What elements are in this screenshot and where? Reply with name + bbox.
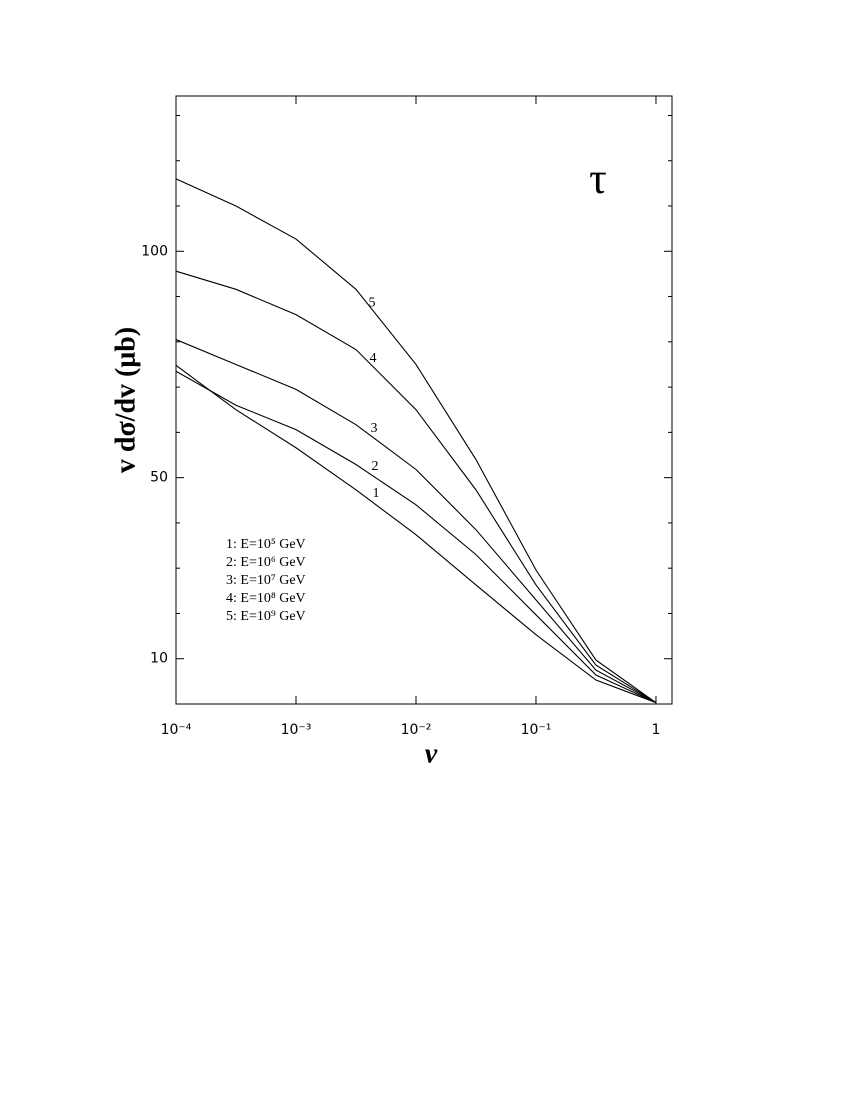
legend-entry: 4: E=10⁸ GeV [226,591,306,606]
x-tick-label: 1 [652,722,661,738]
series-line [175,339,657,704]
annotation: τ [589,154,607,203]
y-tick-label: 100 [141,243,168,259]
legend-entry: 5: E=10⁹ GeV [226,609,306,624]
y-tick-label: 50 [150,470,168,486]
x-tick-label: 10⁻⁴ [161,722,192,738]
curve-label: 4 [370,351,377,366]
legend-entry: 3: E=10⁷ GeV [226,573,306,588]
x-tick-label: 10⁻¹ [521,722,552,738]
x-tick-label: 10⁻² [401,722,432,738]
curve-label: 5 [369,296,376,311]
curve-label: 3 [371,421,378,436]
y-tick-label: 10 [150,651,168,667]
curve-label: 1 [373,486,380,501]
series-line [175,270,657,704]
legend-entry: 1: E=10⁵ GeV [226,537,306,552]
legend-entry: 2: E=10⁶ GeV [226,555,306,570]
y-axis-label: v dσ/dv (μb) [110,327,141,473]
series-line [175,364,657,704]
plot-frame [175,95,673,705]
x-axis-label: v [425,738,438,769]
series-line [175,370,657,704]
series-line [175,178,657,704]
x-tick-label: 10⁻³ [281,722,312,738]
curve-label: 2 [372,459,379,474]
